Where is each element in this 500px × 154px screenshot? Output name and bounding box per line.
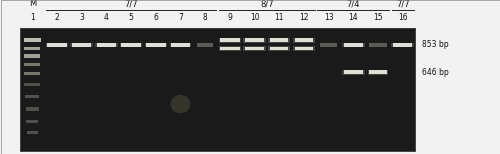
Bar	[218, 46, 241, 51]
Bar	[24, 83, 40, 86]
Text: 16: 16	[398, 13, 407, 22]
Text: 15: 15	[373, 13, 383, 22]
Bar	[393, 43, 412, 47]
Bar	[268, 46, 290, 51]
Text: 11: 11	[274, 13, 284, 22]
Text: 853 bp: 853 bp	[422, 41, 448, 49]
Bar	[26, 95, 40, 98]
Bar	[344, 70, 363, 74]
Ellipse shape	[170, 95, 190, 113]
Bar	[342, 43, 364, 47]
Bar	[268, 38, 290, 43]
Bar	[95, 43, 118, 47]
Bar	[218, 38, 241, 43]
Bar	[293, 46, 314, 51]
Bar	[20, 28, 415, 151]
Text: M: M	[28, 0, 36, 8]
Text: 3: 3	[80, 13, 84, 22]
Bar	[294, 47, 313, 50]
Bar	[342, 70, 364, 75]
Bar	[70, 43, 93, 47]
Bar	[24, 54, 40, 58]
Text: 10: 10	[250, 13, 260, 22]
Bar	[244, 38, 266, 43]
Bar	[24, 47, 40, 50]
Text: 6: 6	[154, 13, 158, 22]
Text: 2: 2	[54, 13, 60, 22]
Bar	[270, 47, 288, 50]
Bar	[245, 38, 264, 42]
Text: 14: 14	[348, 13, 358, 22]
Bar	[26, 131, 38, 134]
Bar	[392, 43, 414, 47]
Text: 7/4: 7/4	[346, 0, 360, 8]
Bar	[26, 107, 39, 111]
Bar	[220, 38, 240, 42]
Bar	[220, 47, 240, 50]
Bar	[120, 43, 142, 47]
Bar	[46, 43, 68, 47]
Bar	[96, 43, 116, 47]
Text: 5: 5	[128, 13, 134, 22]
Text: 8/7: 8/7	[260, 0, 274, 8]
Bar	[24, 72, 40, 75]
Text: 7: 7	[178, 13, 183, 22]
Bar	[344, 43, 363, 47]
Bar	[170, 43, 191, 47]
Text: 7/7: 7/7	[124, 0, 138, 8]
Text: 8: 8	[203, 13, 207, 22]
Bar	[244, 46, 266, 51]
Bar	[26, 120, 38, 123]
Bar	[197, 43, 214, 47]
Bar	[0, 0, 500, 28]
Text: 9: 9	[228, 13, 232, 22]
Bar	[370, 43, 386, 47]
Bar	[245, 47, 264, 50]
Text: 1: 1	[30, 13, 34, 22]
Bar	[370, 70, 386, 74]
Bar	[48, 43, 67, 47]
Bar	[122, 43, 141, 47]
Bar	[293, 38, 314, 43]
Text: 4: 4	[104, 13, 109, 22]
Bar	[171, 43, 190, 47]
Bar	[24, 38, 41, 42]
Bar	[144, 43, 167, 47]
Text: 7/7: 7/7	[396, 0, 409, 8]
Bar	[72, 43, 92, 47]
Bar	[320, 43, 338, 47]
Bar	[270, 38, 288, 42]
Bar	[24, 63, 40, 66]
Bar	[294, 38, 313, 42]
Bar	[146, 43, 166, 47]
Text: 12: 12	[299, 13, 308, 22]
Bar	[368, 70, 388, 75]
Text: 13: 13	[324, 13, 334, 22]
Text: 646 bp: 646 bp	[422, 68, 448, 77]
